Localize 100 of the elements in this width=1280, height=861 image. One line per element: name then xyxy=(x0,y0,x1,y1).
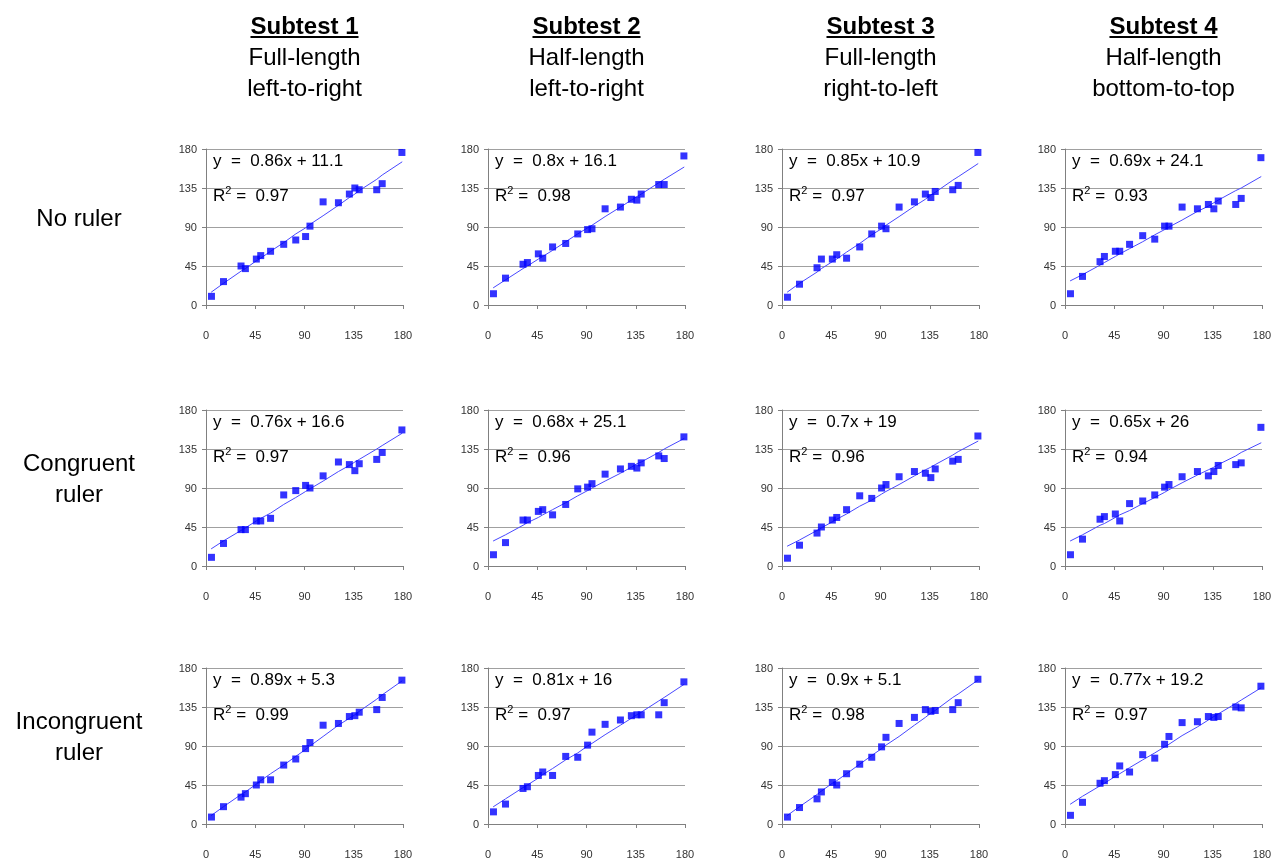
y-tick-label: 90 xyxy=(1043,482,1056,494)
x-tick-label: 45 xyxy=(531,589,544,602)
point xyxy=(292,487,300,495)
y-tick-label: 0 xyxy=(472,818,479,830)
point xyxy=(378,448,386,456)
y-tick-label: 0 xyxy=(472,560,479,572)
point xyxy=(1237,194,1245,202)
y-axis-title: Congruent ruler xyxy=(22,449,136,507)
point xyxy=(601,470,609,478)
y-tick-label: 90 xyxy=(184,221,197,233)
point xyxy=(574,230,582,238)
point xyxy=(207,292,215,300)
y-tick-label: 45 xyxy=(466,779,479,791)
x-tick-label: 135 xyxy=(1203,589,1222,602)
point xyxy=(267,514,275,522)
y-tick-label: 45 xyxy=(184,260,197,272)
point xyxy=(502,539,510,547)
annotation: R$^{2}$ = 0.98 xyxy=(495,184,571,206)
chart-subtitle: Half-length bottom-to-top xyxy=(1092,43,1235,101)
y-tick-label: 0 xyxy=(766,299,773,311)
point xyxy=(637,711,645,719)
y-tick-label: 180 xyxy=(1037,662,1056,674)
point xyxy=(549,771,557,779)
point xyxy=(633,196,641,204)
point xyxy=(949,706,957,714)
x-tick-label: 45 xyxy=(249,328,262,341)
y-tick-label: 180 xyxy=(754,662,773,674)
point xyxy=(489,808,497,816)
point xyxy=(302,745,310,753)
point xyxy=(489,551,497,559)
annotation: y = 0.68x + 25.1 xyxy=(495,412,627,432)
annotation: R$^{2}$ = 0.97 xyxy=(213,184,289,206)
chart-subtitle: Full-length right-to-left xyxy=(823,43,938,101)
point xyxy=(927,194,935,202)
point xyxy=(549,243,557,251)
point xyxy=(319,721,327,729)
x-tick-label: 135 xyxy=(626,847,645,860)
x-tick-label: 45 xyxy=(1108,847,1121,860)
point xyxy=(1100,777,1108,785)
annotation: y = 0.81x + 16 xyxy=(495,670,613,690)
point xyxy=(882,733,890,741)
point xyxy=(345,190,353,198)
point xyxy=(1193,468,1201,476)
point xyxy=(856,243,864,251)
point xyxy=(1100,252,1108,260)
annotation: R$^{2}$ = 0.96 xyxy=(495,445,571,467)
x-tick-label: 135 xyxy=(920,328,939,341)
x-tick-label: 45 xyxy=(1108,589,1121,602)
point xyxy=(252,781,260,789)
y-tick-label: 135 xyxy=(178,701,197,713)
x-tick-label: 180 xyxy=(1252,847,1272,860)
point xyxy=(868,230,876,238)
point xyxy=(813,264,821,272)
x-tick-label: 0 xyxy=(484,847,492,860)
point xyxy=(302,233,310,241)
point xyxy=(355,186,363,194)
point xyxy=(241,526,249,534)
x-tick-label: 135 xyxy=(344,847,363,860)
chart-subtitle: Half-length left-to-right xyxy=(528,43,645,101)
point xyxy=(1079,798,1087,806)
point xyxy=(562,752,570,760)
point xyxy=(562,500,570,508)
y-tick-label: 180 xyxy=(178,662,197,674)
point xyxy=(207,553,215,561)
y-tick-label: 45 xyxy=(760,779,773,791)
point xyxy=(1257,423,1265,431)
annotation: y = 0.69x + 24.1 xyxy=(1072,151,1204,171)
x-tick-label: 135 xyxy=(626,589,645,602)
point xyxy=(220,803,228,811)
y-tick-label: 90 xyxy=(184,740,197,752)
y-tick-label: 0 xyxy=(190,818,197,830)
x-tick-label: 90 xyxy=(874,847,887,860)
point xyxy=(637,190,645,198)
point xyxy=(616,465,624,473)
x-tick-label: 90 xyxy=(874,328,887,341)
y-tick-label: 0 xyxy=(190,299,197,311)
x-tick-label: 180 xyxy=(675,589,695,602)
point xyxy=(856,492,864,500)
y-tick-label: 45 xyxy=(466,260,479,272)
x-tick-label: 180 xyxy=(675,328,695,341)
y-tick-label: 90 xyxy=(466,482,479,494)
x-tick-label: 90 xyxy=(1157,847,1170,860)
point xyxy=(1100,513,1108,521)
y-tick-label: 45 xyxy=(466,521,479,533)
point xyxy=(334,199,342,207)
y-tick-label: 90 xyxy=(1043,740,1056,752)
point xyxy=(910,198,918,206)
x-tick-label: 0 xyxy=(202,847,210,860)
x-tick-label: 0 xyxy=(1061,328,1069,341)
point xyxy=(817,255,825,263)
point xyxy=(355,460,363,468)
point xyxy=(843,770,851,778)
point xyxy=(280,761,288,769)
point xyxy=(220,278,228,286)
point xyxy=(1193,718,1201,726)
annotation: y = 0.76x + 16.6 xyxy=(213,412,345,432)
annotation: R$^{2}$ = 0.96 xyxy=(789,445,865,467)
point xyxy=(1116,762,1124,770)
point xyxy=(655,452,663,460)
point xyxy=(1111,510,1119,518)
